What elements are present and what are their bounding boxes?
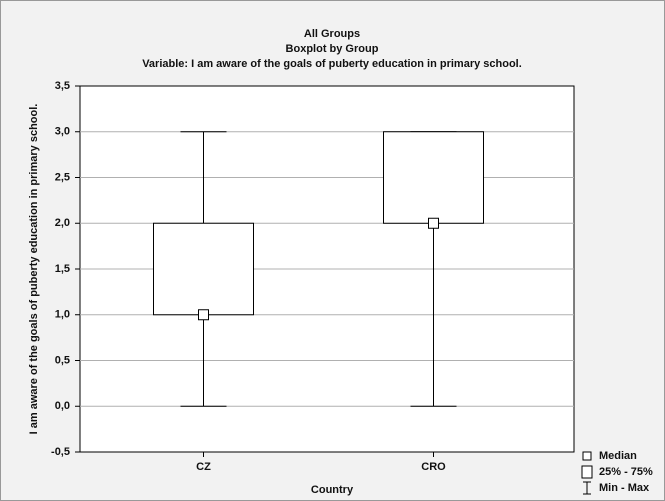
chart-title: Boxplot by Group xyxy=(286,43,379,55)
x-tick-label: CRO xyxy=(421,461,446,473)
chart-title: Variable: I am aware of the goals of pub… xyxy=(142,58,522,70)
legend-icon xyxy=(581,465,593,479)
y-tick-label: 2,5 xyxy=(55,171,70,183)
box xyxy=(153,222,254,316)
chart-title: All Groups xyxy=(304,28,360,40)
y-tick-label: -0,5 xyxy=(51,446,70,458)
legend-label: Min - Max xyxy=(599,482,650,494)
y-tick-label: 1,5 xyxy=(55,263,70,275)
x-axis-label: Country xyxy=(311,484,354,496)
legend-icon xyxy=(582,451,592,461)
y-tick-label: 1,0 xyxy=(55,309,70,321)
legend-label: 25% - 75% xyxy=(599,466,653,478)
x-tick-label: CZ xyxy=(196,461,211,473)
median xyxy=(198,309,209,321)
y-tick-label: 0,5 xyxy=(55,354,70,366)
legend-label: Median xyxy=(599,450,637,462)
y-tick-label: 3,0 xyxy=(55,126,70,138)
y-tick-label: 0,0 xyxy=(55,400,70,412)
legend-icon xyxy=(583,481,591,495)
y-tick-label: 2,0 xyxy=(55,217,70,229)
median xyxy=(428,217,439,229)
y-axis-label: I am aware of the goals of puberty educa… xyxy=(28,104,40,435)
box xyxy=(383,131,484,224)
y-tick-label: 3,5 xyxy=(55,80,70,92)
